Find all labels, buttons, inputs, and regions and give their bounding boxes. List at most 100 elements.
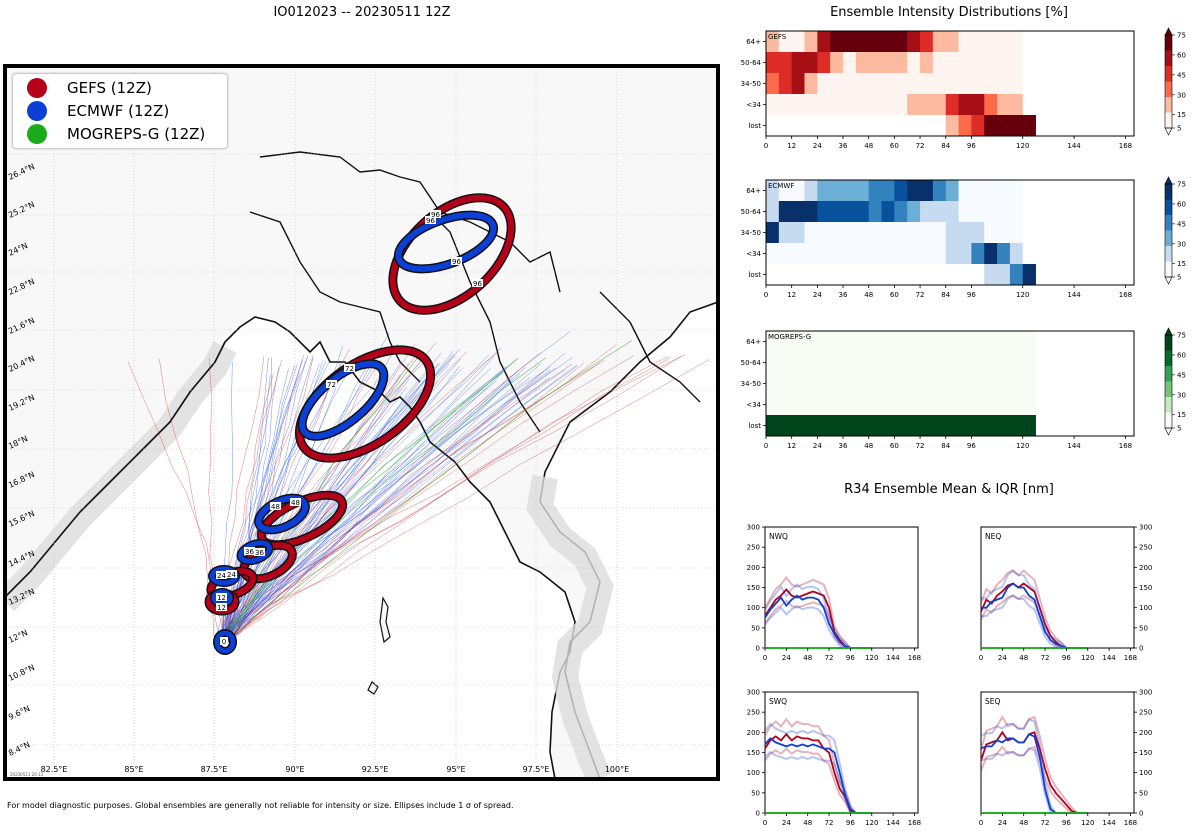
- heatmap-cell: [881, 243, 895, 265]
- row-label: <34: [746, 101, 761, 109]
- heatmap-cell: [791, 222, 805, 244]
- heatmap-cell: [1009, 52, 1024, 74]
- colorbar-tick-label: 5: [1177, 425, 1181, 433]
- ensemble-track: [221, 362, 600, 645]
- colorbar-extend-top: [1164, 327, 1173, 336]
- x-tick-label: 144: [1067, 442, 1081, 450]
- heatmap-cell: [984, 243, 998, 265]
- lon-label: 87.5°E: [201, 765, 228, 774]
- ensemble-track: [225, 340, 633, 645]
- map-title: IO012023 -- 20230511 12Z: [273, 5, 451, 20]
- ecmwf-hour-label: 96: [431, 211, 440, 219]
- heatmap-cell: [932, 94, 947, 116]
- heatmap-cell: [830, 222, 844, 244]
- r34-y-tick-label: 0: [756, 810, 760, 818]
- gefs-hour-label: 48: [291, 499, 300, 507]
- heatmap-cell: [1022, 222, 1036, 244]
- heatmap-cell: [932, 264, 947, 286]
- ensemble-track: [208, 358, 218, 645]
- heatmap-cell: [791, 115, 805, 137]
- heatmap-cell: [932, 52, 947, 74]
- heatmap-cell: [997, 222, 1011, 244]
- heatmap-cell: [843, 415, 857, 437]
- heatmap-cell: [830, 52, 844, 74]
- heatmap-cell: [907, 373, 921, 395]
- heatmap-cell: [920, 31, 934, 53]
- heatmap-cell: [881, 222, 895, 244]
- ecmwf-hour-label: 96: [426, 217, 435, 225]
- heatmap-cell: [920, 73, 934, 95]
- heatmap-cell: [971, 373, 985, 395]
- heatmap-cell: [855, 415, 870, 437]
- heatmap-cell: [881, 73, 895, 95]
- lon-label: 97.5°E: [523, 765, 550, 774]
- heatmap-cell: [830, 331, 844, 353]
- heatmap-cell: [907, 115, 921, 137]
- map-gridlines: [5, 66, 718, 779]
- heatmap-cell: [932, 115, 947, 137]
- x-tick-label: 168: [1119, 142, 1132, 150]
- x-tick-label: 12: [787, 442, 796, 450]
- ensemble-track: [225, 374, 274, 645]
- r34-y-tick-label: 150: [1139, 749, 1152, 757]
- r34-y-tick-label: 250: [747, 709, 760, 717]
- heatmap-cell: [778, 373, 793, 395]
- ensemble-track: [225, 364, 578, 645]
- heatmap-cell: [868, 373, 882, 395]
- lon-label: 82.5°E: [41, 765, 68, 774]
- heatmap-cell: [894, 243, 908, 265]
- heatmap-cell: [1009, 394, 1024, 416]
- heatmap-cell: [945, 31, 959, 53]
- heatmap-cell: [958, 52, 972, 74]
- heatmap-cell: [791, 352, 805, 374]
- heatmap-cell: [971, 264, 985, 286]
- lon-label: 95°E: [446, 765, 465, 774]
- heatmap-cell: [958, 201, 972, 223]
- heatmap-cell: [1022, 264, 1036, 286]
- r34-y-tick-label: 200: [1139, 564, 1152, 572]
- map-frame: [3, 64, 720, 781]
- heatmap-cell: [855, 201, 870, 223]
- x-tick-label: 96: [967, 291, 976, 299]
- r34-x-tick-label: 168: [1124, 654, 1137, 662]
- heatmap-cell: [804, 415, 818, 437]
- r34-x-tick-label: 120: [865, 819, 878, 827]
- heatmap-cell: [817, 415, 831, 437]
- r34-x-tick-label: 72: [1041, 819, 1050, 827]
- heatmap-cell: [804, 31, 818, 53]
- colorbar-tick-label: 30: [1177, 391, 1186, 399]
- heatmap-cell: [894, 94, 908, 116]
- heatmap-cell: [945, 264, 959, 286]
- colorbar-frame: [1164, 334, 1173, 429]
- heatmap-cell: [958, 222, 972, 244]
- colorbar-frame: [1164, 34, 1173, 129]
- x-tick-label: 84: [941, 442, 950, 450]
- x-tick-label: 0: [764, 442, 768, 450]
- heatmap-cell: [907, 73, 921, 95]
- colorbar-tick-label: 5: [1177, 274, 1181, 282]
- coast-halo-west: [5, 341, 237, 612]
- ensemble-track: [220, 371, 544, 645]
- r34-x-tick-label: 0: [979, 654, 983, 662]
- heatmap-cell: [971, 31, 985, 53]
- ecmwf-hour-label: 36: [245, 548, 254, 556]
- row-label: <34: [746, 250, 761, 258]
- colorbar-segment: [1165, 97, 1172, 113]
- heatmap-cell: [791, 373, 805, 395]
- heatmap-cell: [894, 394, 908, 416]
- x-tick-label: 48: [864, 442, 873, 450]
- lon-label: 92.5°E: [362, 765, 389, 774]
- colorbar-segment: [1165, 246, 1172, 262]
- heatmap-cell: [766, 73, 780, 95]
- heatmap-panel-label: MOGREPS-G: [768, 333, 811, 341]
- heatmap-cell: [868, 115, 882, 137]
- heatmap-cell: [791, 73, 805, 95]
- r34-x-tick-label: 72: [1041, 654, 1050, 662]
- heatmap-cell: [855, 94, 870, 116]
- heatmap-cell: [1022, 94, 1036, 116]
- footnote: For model diagnostic purposes. Global en…: [7, 801, 514, 810]
- heatmap-cell: [791, 415, 805, 437]
- heatmap-cell: [984, 415, 998, 437]
- colorbar-segment: [1165, 184, 1172, 200]
- ensemble-track: [223, 355, 456, 645]
